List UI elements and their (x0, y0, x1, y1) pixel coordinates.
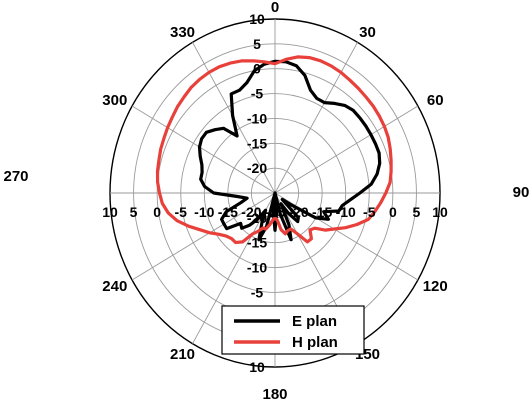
radial-tick-left: -5 (174, 204, 187, 220)
radial-tick-up: -15 (247, 135, 267, 151)
radial-tick-up: -10 (247, 110, 267, 126)
radial-tick-right: -20 (288, 204, 308, 220)
angle-label-60: 60 (427, 92, 444, 109)
angle-label-120: 120 (423, 278, 448, 295)
radial-tick-left: 5 (130, 204, 138, 220)
radial-tick-down: -5 (251, 284, 264, 300)
radial-tick-right: -15 (312, 204, 332, 220)
radial-tick-up: 10 (249, 11, 265, 27)
angle-label-210: 210 (170, 346, 195, 363)
radial-tick-down: -20 (247, 210, 267, 226)
radial-tick-left: 0 (153, 204, 161, 220)
legend-label-e-plan: E plan (292, 313, 337, 330)
angle-label-330: 330 (170, 24, 195, 41)
radial-tick-left: 10 (102, 204, 118, 220)
angle-label-240: 240 (102, 278, 127, 295)
angle-label-300: 300 (102, 92, 127, 109)
radial-tick-right: -10 (336, 204, 356, 220)
radial-tick-down: 10 (249, 359, 265, 375)
radial-tick-up: 0 (253, 61, 261, 77)
grid-spoke-300 (131, 105, 276, 194)
radial-tick-right: 0 (389, 204, 397, 220)
grid-spoke-240 (131, 192, 276, 281)
radial-tick-up: -5 (251, 86, 264, 102)
legend-box (221, 305, 365, 355)
radial-tick-right: 5 (413, 204, 421, 220)
radial-tick-left: -25 (265, 204, 285, 220)
series-layer (155, 55, 393, 245)
series-line-h-plan (155, 55, 393, 245)
series-line-e-plan (197, 59, 382, 242)
angle-label-30: 30 (359, 24, 376, 41)
grid-spoke-210 (192, 192, 276, 344)
radial-tick-right: 10 (432, 204, 448, 220)
angle-label-180: 180 (262, 386, 287, 403)
grid-spoke-30 (274, 42, 358, 194)
radial-tick-up: 5 (253, 36, 261, 52)
radial-tick-left: -10 (194, 204, 214, 220)
radial-tick-left: -15 (218, 204, 238, 220)
radial-tick-up: -20 (247, 160, 267, 176)
legend: E plan H plan (221, 305, 365, 355)
radial-tick-down: -10 (247, 260, 267, 276)
angle-label-90: 90 (513, 184, 530, 201)
radial-tick-right: -5 (363, 204, 376, 220)
grid-spoke-60 (274, 105, 419, 194)
legend-label-h-plan: H plan (292, 334, 338, 351)
radial-tick-down: -15 (247, 235, 267, 251)
angle-label-270: 270 (3, 168, 28, 185)
radial-tick-left: -20 (241, 204, 261, 220)
angle-label-0: 0 (271, 0, 279, 16)
